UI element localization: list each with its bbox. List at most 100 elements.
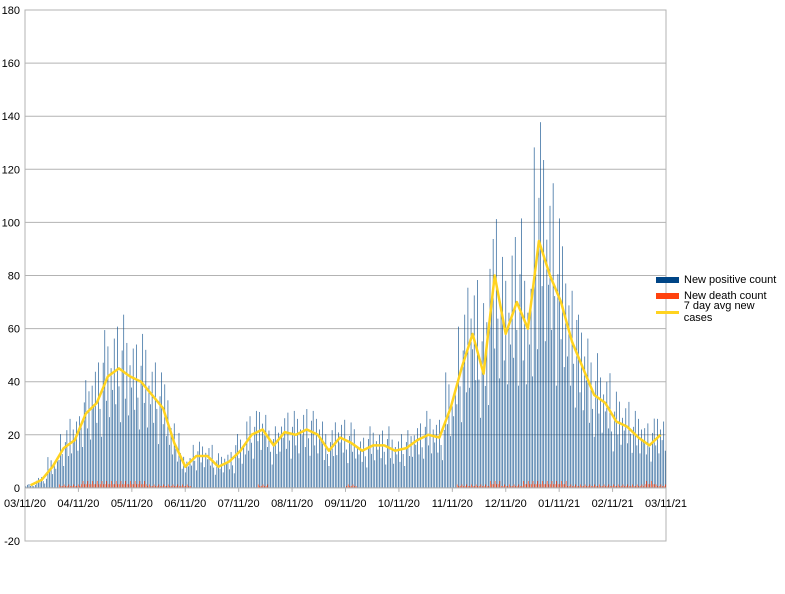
positive-bar — [102, 362, 104, 488]
positive-bar — [628, 401, 630, 488]
death-bar — [152, 486, 153, 488]
death-bar — [355, 486, 357, 488]
positive-bar — [477, 280, 478, 488]
death-bar — [106, 480, 108, 488]
positive-bar — [657, 418, 658, 488]
positive-bar — [552, 183, 554, 488]
positive-bar — [399, 461, 401, 488]
positive-bar — [140, 365, 142, 488]
positive-bar — [364, 456, 366, 488]
positive-bar — [183, 456, 185, 488]
positive-bar — [355, 458, 357, 488]
death-bar — [96, 480, 98, 488]
positive-bar — [443, 429, 445, 488]
death-bar — [665, 484, 666, 488]
positive-bar — [434, 442, 436, 488]
positive-bar — [500, 304, 502, 488]
positive-bar — [224, 458, 226, 488]
positive-bar — [650, 461, 652, 488]
positive-bar — [394, 447, 396, 488]
positive-bar — [571, 290, 573, 488]
positive-bar — [363, 437, 365, 488]
positive-bar — [150, 404, 151, 488]
positive-bar — [282, 437, 284, 488]
death-bar — [267, 484, 269, 488]
positive-bar — [472, 349, 473, 488]
death-bar — [632, 484, 633, 488]
death-bar — [167, 484, 169, 488]
death-bar — [117, 484, 119, 488]
positive-bar — [615, 391, 617, 488]
death-bar — [628, 486, 630, 488]
positive-bar — [350, 422, 352, 488]
positive-bar — [609, 373, 611, 488]
death-bar — [521, 486, 523, 488]
positive-bar — [170, 428, 172, 488]
positive-bar — [213, 467, 215, 488]
positive-bar — [63, 465, 65, 488]
death-bar — [139, 480, 141, 488]
death-bar — [183, 486, 185, 488]
positive-bar — [248, 450, 249, 488]
positive-bar — [53, 464, 55, 488]
positive-bar — [34, 484, 36, 488]
positive-bar — [379, 434, 380, 488]
positive-bar — [297, 418, 298, 488]
positive-bar — [194, 460, 196, 488]
death-bar — [531, 484, 532, 488]
positive-bar — [238, 458, 240, 488]
death-bar — [654, 484, 655, 488]
positive-bar — [664, 450, 666, 488]
positive-bar — [483, 303, 485, 488]
positive-bar — [456, 404, 458, 488]
positive-bar — [66, 430, 68, 488]
positive-bar — [235, 445, 237, 488]
death-bar — [589, 484, 591, 488]
positive-bar — [540, 122, 541, 488]
death-bar — [351, 486, 352, 488]
death-bar — [88, 484, 90, 488]
death-bar — [499, 480, 501, 488]
death-bar — [602, 486, 603, 488]
death-bar — [62, 486, 63, 488]
death-bar — [583, 486, 584, 488]
death-bar — [172, 484, 174, 488]
positive-bar — [154, 362, 156, 488]
death-bar — [155, 486, 156, 488]
positive-bar — [402, 454, 404, 488]
death-bar — [524, 484, 526, 488]
death-bar — [169, 486, 171, 488]
positive-bar — [372, 432, 374, 488]
positive-bar — [377, 449, 379, 488]
x-tick-label: 01/11/21 — [538, 498, 580, 510]
positive-bar — [424, 426, 426, 488]
death-bar — [71, 486, 73, 488]
death-bar — [58, 484, 60, 488]
positive-bar — [210, 465, 211, 488]
positive-bar — [304, 447, 306, 488]
positive-bar — [162, 424, 164, 488]
positive-bar — [219, 468, 221, 488]
death-bar — [175, 486, 177, 488]
positive-bar — [153, 422, 155, 488]
positive-bar — [222, 472, 224, 488]
positive-bar — [243, 447, 245, 488]
positive-bar — [499, 378, 500, 488]
positive-bar — [300, 429, 301, 488]
positive-bar — [229, 469, 230, 488]
death-bar — [461, 484, 463, 488]
positive-bar — [309, 455, 311, 488]
positive-bar — [42, 481, 44, 488]
death-bar — [159, 486, 161, 488]
positive-bar — [323, 460, 325, 488]
positive-bar — [611, 431, 612, 488]
positive-bar — [587, 338, 589, 488]
positive-bar — [388, 426, 390, 488]
positive-bar — [199, 441, 200, 488]
positive-bar — [426, 410, 428, 488]
positive-bar — [211, 444, 213, 488]
positive-bar — [57, 461, 58, 488]
death-bar — [125, 480, 126, 488]
death-bar — [527, 480, 529, 488]
